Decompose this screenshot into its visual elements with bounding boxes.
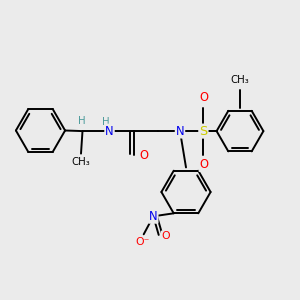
Text: H: H [78, 116, 86, 126]
Text: S: S [199, 124, 208, 138]
Text: CH₃: CH₃ [231, 75, 249, 85]
Text: O: O [139, 149, 148, 162]
Text: O: O [200, 158, 208, 171]
Text: O: O [200, 91, 208, 104]
Text: N: N [105, 124, 114, 138]
Text: CH₃: CH₃ [72, 157, 90, 167]
Text: N: N [149, 210, 158, 223]
Text: O: O [162, 231, 170, 242]
Text: N: N [176, 124, 184, 138]
Text: O⁻: O⁻ [135, 237, 149, 247]
Text: H: H [102, 117, 110, 127]
